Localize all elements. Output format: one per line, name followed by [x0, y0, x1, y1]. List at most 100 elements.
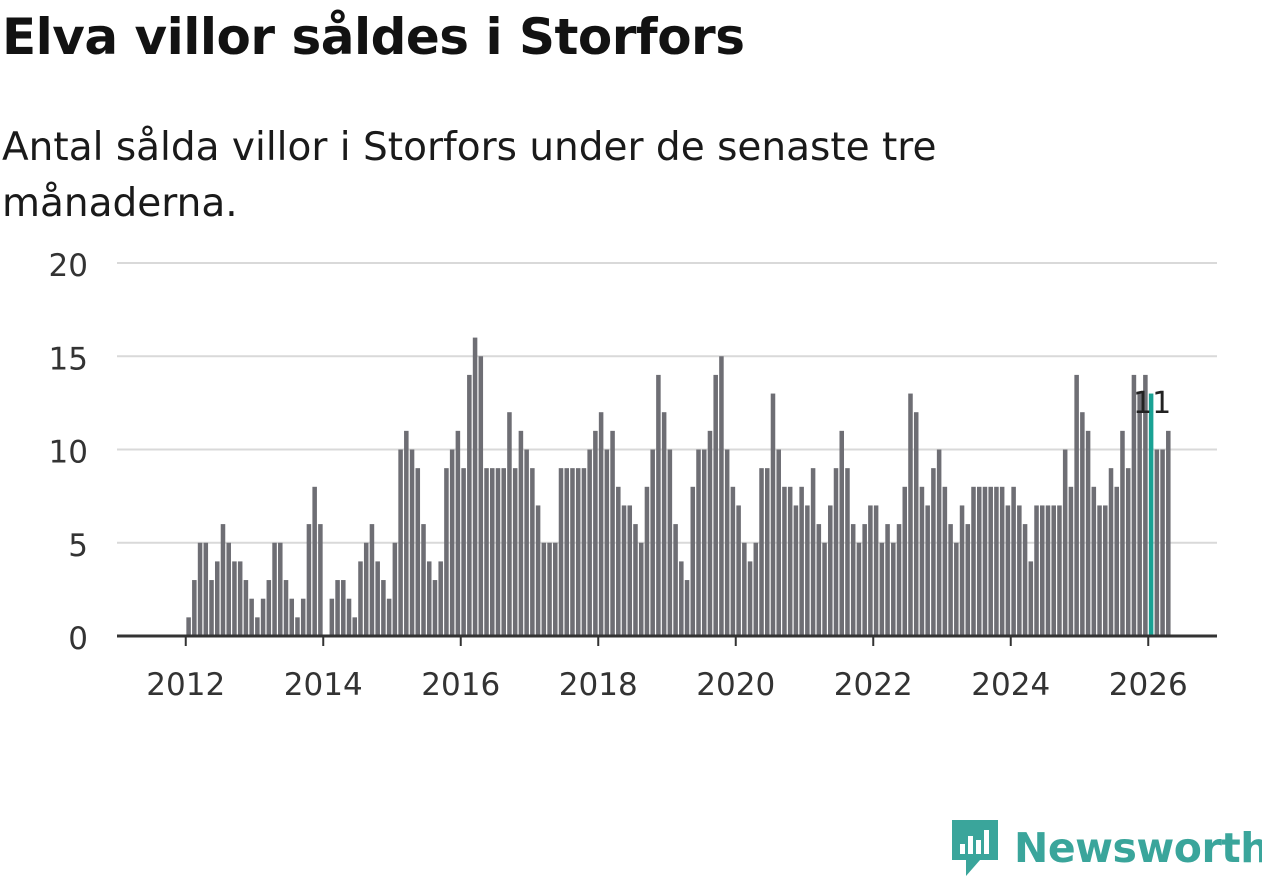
bar: [1074, 374, 1079, 636]
bar: [787, 486, 793, 636]
bar: [1125, 468, 1131, 636]
bar: [856, 542, 862, 636]
bar: [295, 617, 300, 636]
bar: [593, 430, 598, 636]
x-tick-label: 2016: [421, 667, 500, 703]
bar: [891, 542, 896, 636]
bar: [776, 449, 781, 636]
highlight-value-label: 11: [1133, 386, 1171, 421]
bar: [570, 468, 575, 636]
bar: [931, 468, 936, 636]
bar: [1166, 430, 1171, 636]
brand-logo[interactable]: Newsworthy: [950, 818, 1262, 878]
bar: [1005, 505, 1011, 636]
bar: [679, 561, 684, 636]
bar: [1051, 505, 1056, 636]
bar: [249, 598, 254, 636]
bar: [610, 430, 615, 636]
bar: [719, 356, 724, 636]
bar: [341, 580, 346, 636]
bar: [896, 524, 902, 636]
bar: [255, 617, 260, 636]
bar: [724, 449, 730, 636]
bar: [232, 561, 237, 636]
bar: [982, 486, 988, 636]
bar: [730, 486, 736, 636]
bar: [575, 468, 581, 636]
bar: [449, 449, 455, 636]
bar: [541, 542, 547, 636]
bar: [266, 580, 272, 636]
bar: [782, 486, 787, 636]
bar: [988, 486, 993, 636]
bar: [1022, 524, 1028, 636]
bar: [644, 486, 650, 636]
bar: [650, 449, 655, 636]
bar: [862, 524, 867, 636]
bar: [1057, 505, 1062, 636]
bar: [753, 542, 759, 636]
x-tick-label: 2020: [696, 667, 775, 703]
bar: [455, 430, 461, 636]
bar: [667, 449, 673, 636]
bar: [1103, 505, 1108, 636]
bar: [472, 337, 478, 636]
bar: [335, 580, 340, 636]
bar: [1062, 449, 1068, 636]
bar: [919, 486, 925, 636]
bar: [759, 468, 764, 636]
bar: [306, 524, 312, 636]
bar: [633, 524, 638, 636]
bar: [696, 449, 701, 636]
bar: [707, 430, 713, 636]
bar: [197, 542, 203, 636]
bar: [507, 412, 512, 636]
bar: [873, 505, 879, 636]
bar: [942, 486, 948, 636]
bar: [684, 580, 690, 636]
bar: [226, 542, 231, 636]
bar: [604, 449, 610, 636]
bar: [587, 449, 592, 636]
bar: [467, 374, 472, 636]
bar: [736, 505, 741, 636]
bar: [885, 524, 890, 636]
y-tick-label: 15: [49, 341, 88, 377]
bar: [965, 524, 971, 636]
bar: [822, 542, 827, 636]
bar: [971, 486, 976, 636]
bar: [432, 580, 438, 636]
bar: [409, 449, 415, 636]
bar: [535, 505, 541, 636]
x-tick-label: 2014: [284, 667, 363, 703]
bar: [764, 468, 770, 636]
bar: [1131, 374, 1137, 636]
bar: [959, 505, 965, 636]
x-tick-label: 2026: [1109, 667, 1188, 703]
bar: [461, 468, 466, 636]
y-tick-label: 10: [49, 435, 88, 471]
bar: [868, 505, 873, 636]
bar: [358, 561, 363, 636]
bar: [209, 580, 214, 636]
bar: [1034, 505, 1039, 636]
bar: [816, 524, 822, 636]
bar: [289, 598, 295, 636]
bar: [346, 598, 352, 636]
bar: [553, 542, 558, 636]
bar: [936, 449, 942, 636]
bar: [530, 468, 535, 636]
bar: [713, 374, 718, 636]
bar: [1068, 486, 1074, 636]
bar: [524, 449, 529, 636]
bar: [799, 486, 804, 636]
bar: [283, 580, 289, 636]
bar: [1137, 393, 1142, 636]
bar: [1017, 505, 1022, 636]
bar: [398, 449, 403, 636]
x-tick-label: 2018: [559, 667, 638, 703]
newsworthy-logo-icon: [952, 820, 998, 876]
bar: [621, 505, 627, 636]
bar: [186, 617, 191, 636]
bar: [1039, 505, 1045, 636]
